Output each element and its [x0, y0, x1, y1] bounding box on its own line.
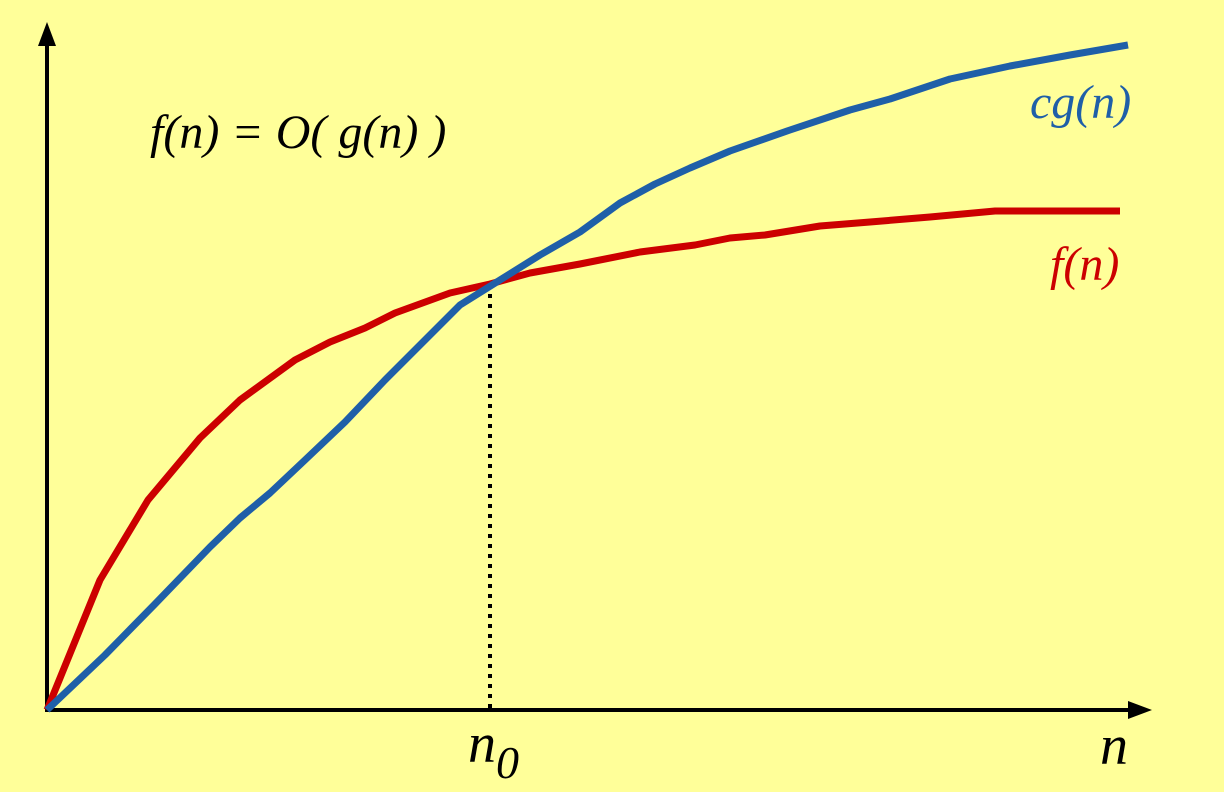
f-curve [43, 207, 1120, 712]
cg-curve [44, 41, 1129, 713]
cg-label: cg(n) [1030, 76, 1131, 129]
x-axis-arrow [1128, 701, 1152, 719]
x-axis-label: n [1100, 715, 1128, 777]
threshold-subscript: 0 [496, 737, 519, 788]
equation: f(n) = O( g(n) ) [150, 106, 446, 159]
threshold-base: n [468, 713, 496, 775]
threshold-label: n0 [468, 713, 519, 788]
y-axis-arrow [38, 22, 56, 46]
f-label: f(n) [1050, 238, 1119, 291]
